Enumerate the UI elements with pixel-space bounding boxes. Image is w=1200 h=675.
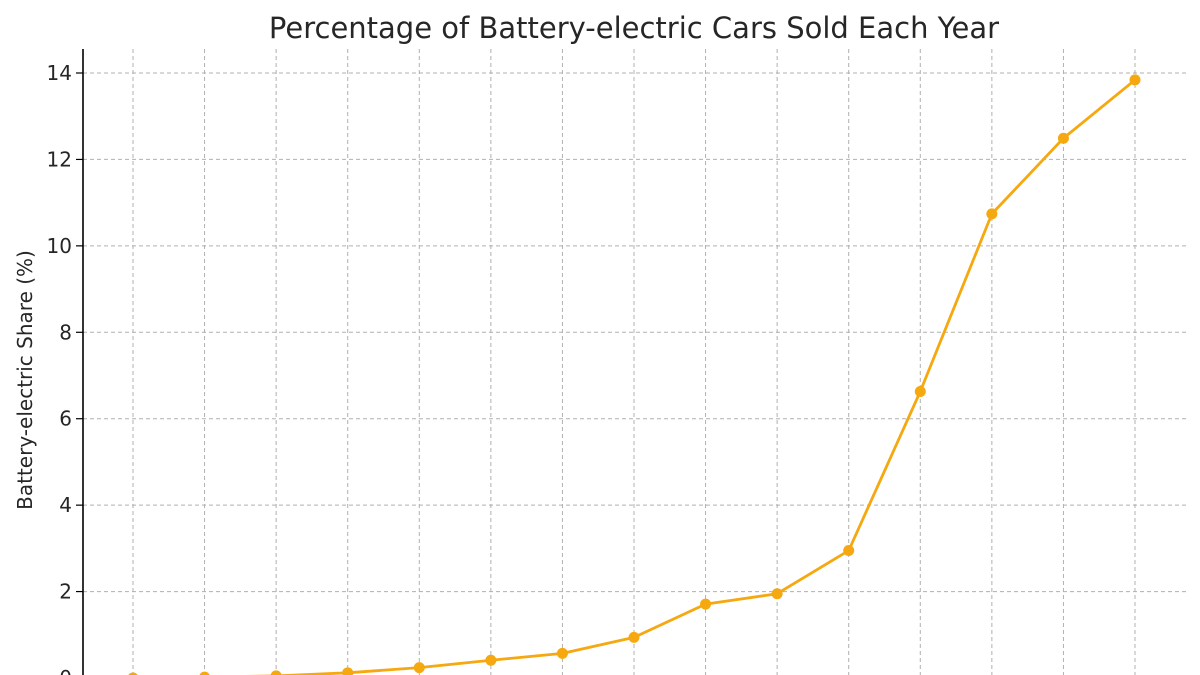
data-point [628,631,640,643]
y-ticks: 0 2 4 6 8 10 12 14 [47,61,83,675]
data-point [771,588,783,600]
y-tick-label: 14 [47,61,72,85]
y-tick-label: 6 [59,407,72,431]
data-point [199,671,210,675]
y-tick-label: 8 [59,320,72,344]
y-tick-label: 10 [47,234,72,258]
grid [83,49,1186,675]
data-point [413,662,425,674]
data-point [1129,74,1141,86]
y-tick-label: 0 [59,666,72,675]
data-point [485,654,497,666]
y-tick-label: 2 [59,580,72,604]
data-point [843,545,855,557]
data-point [1057,132,1069,144]
y-tick-label: 4 [59,493,72,517]
data-point [342,667,354,675]
chart-title: Percentage of Battery-electric Cars Sold… [269,11,999,45]
y-tick-label: 12 [47,147,72,171]
data-point [986,208,998,220]
data-point [914,385,926,397]
y-axis-label: Battery-electric Share (%) [13,250,37,510]
data-point [128,672,138,675]
data-point [270,670,282,675]
data-point [556,647,568,659]
data-point [700,598,712,610]
